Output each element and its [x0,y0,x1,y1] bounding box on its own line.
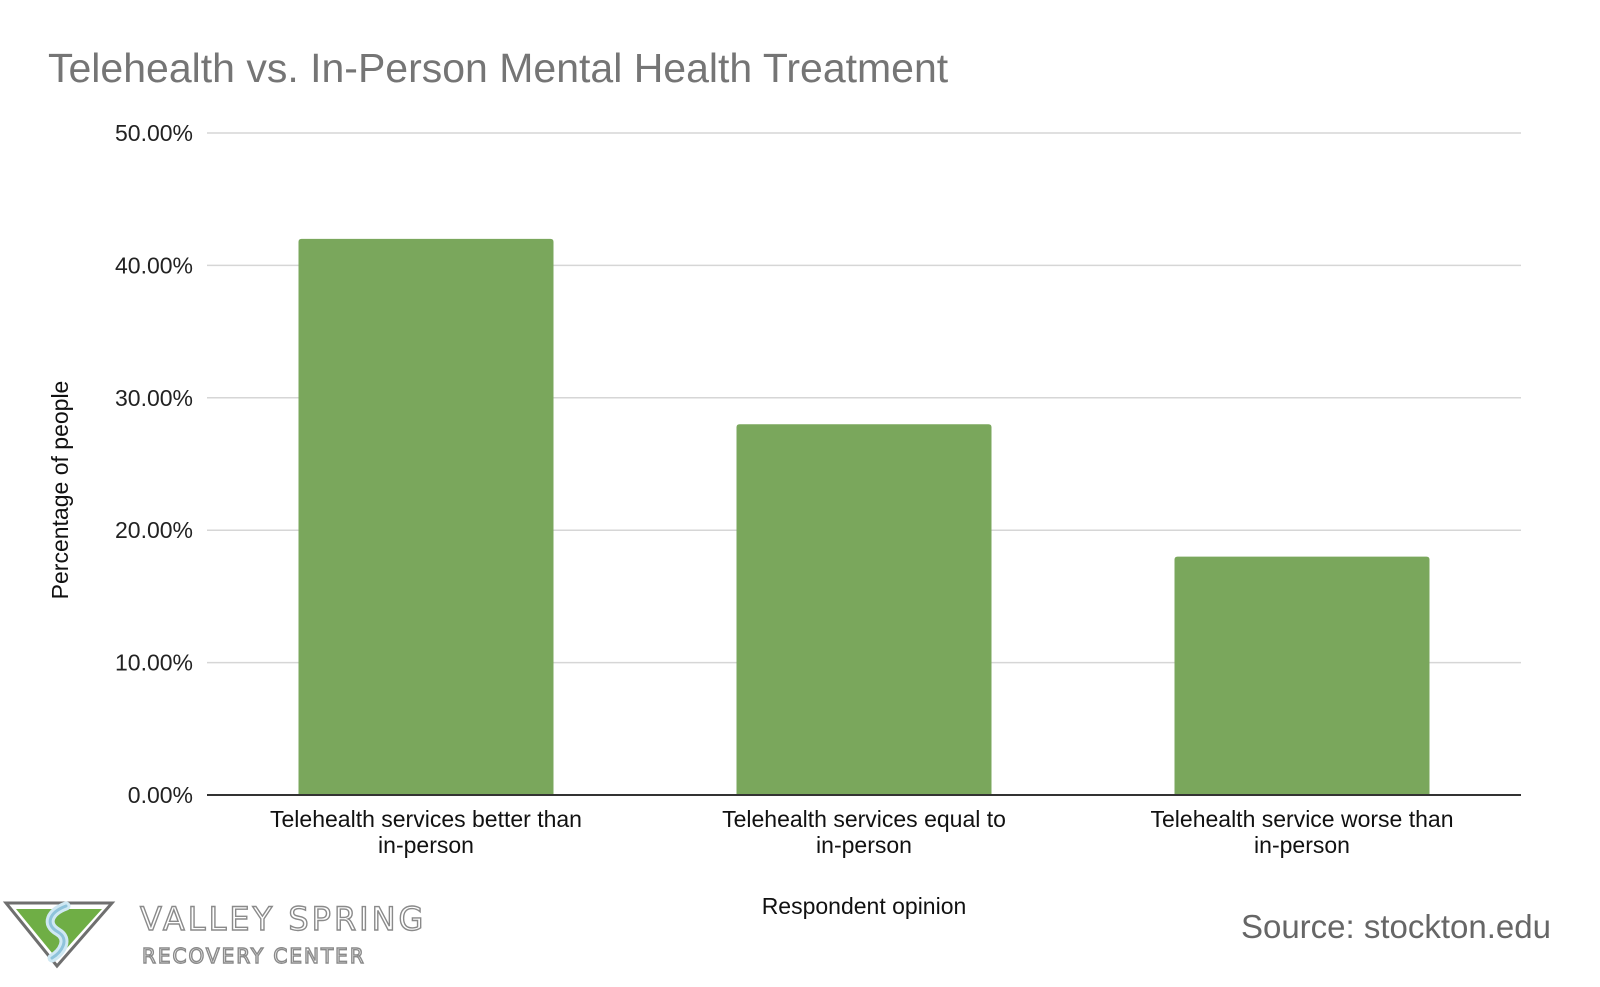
y-tick-label: 50.00% [115,120,193,146]
x-category-label: Telehealth services better than [270,806,582,832]
y-tick-labels: 0.00% 10.00% 20.00% 30.00% 40.00% 50.00% [115,120,193,808]
x-category-label: in-person [816,832,912,858]
bar [736,424,992,795]
x-category-label: in-person [1254,832,1350,858]
bar [1174,556,1430,795]
bars [298,238,1430,796]
y-axis-title: Percentage of people [47,381,73,600]
x-category-label: Telehealth services equal to [722,806,1006,832]
y-tick-label: 20.00% [115,517,193,543]
logo-name: VALLEY SPRING [140,900,426,938]
chart-title: Telehealth vs. In-Person Mental Health T… [48,45,949,91]
valley-spring-logo-icon [2,901,116,969]
y-tick-label: 0.00% [128,782,193,808]
bar [298,238,554,796]
y-tick-label: 40.00% [115,252,193,278]
x-axis-title: Respondent opinion [762,893,967,919]
source-note: Source: stockton.edu [1241,908,1551,945]
x-category-label: in-person [378,832,474,858]
logo: VALLEY SPRING RECOVERY CENTER [2,899,426,969]
y-tick-label: 30.00% [115,385,193,411]
x-category-labels: Telehealth services better thanin-person… [270,806,1453,858]
x-category-label: Telehealth service worse than [1151,806,1454,832]
y-tick-label: 10.00% [115,650,193,676]
logo-tagline: RECOVERY CENTER [142,944,366,968]
